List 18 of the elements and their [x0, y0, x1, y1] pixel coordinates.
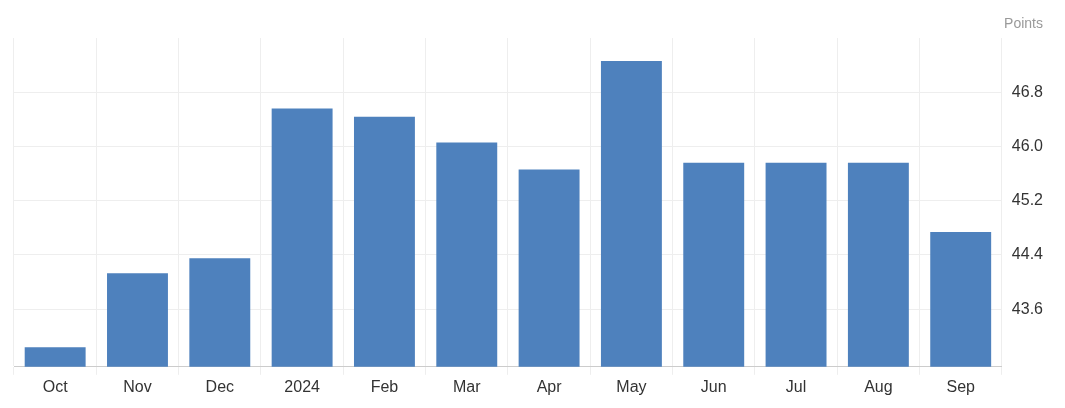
- y-axis-title: Points: [1004, 14, 1043, 31]
- x-tick-label: Mar: [452, 377, 482, 395]
- y-tick-label: 46.8: [1011, 82, 1044, 100]
- x-tick-label: Nov: [123, 377, 152, 395]
- x-tick-label: Jul: [785, 377, 807, 395]
- y-tick-label: 46.0: [1011, 136, 1044, 154]
- x-tick-label: Jun: [700, 377, 727, 395]
- x-tick-label: Aug: [864, 377, 893, 395]
- y-tick-label: 45.2: [1011, 191, 1044, 209]
- x-tick-label: Dec: [205, 377, 235, 395]
- x-tick-label: Apr: [536, 377, 563, 395]
- x-tick-label: 2024: [284, 377, 321, 395]
- y-tick-label: 44.4: [1011, 245, 1044, 263]
- x-tick-label: Feb: [370, 377, 399, 395]
- x-tick-label: May: [616, 377, 647, 395]
- y-tick-label: 43.6: [1011, 299, 1044, 317]
- x-tick-label: Oct: [42, 377, 69, 395]
- x-tick-label: Sep: [946, 377, 976, 395]
